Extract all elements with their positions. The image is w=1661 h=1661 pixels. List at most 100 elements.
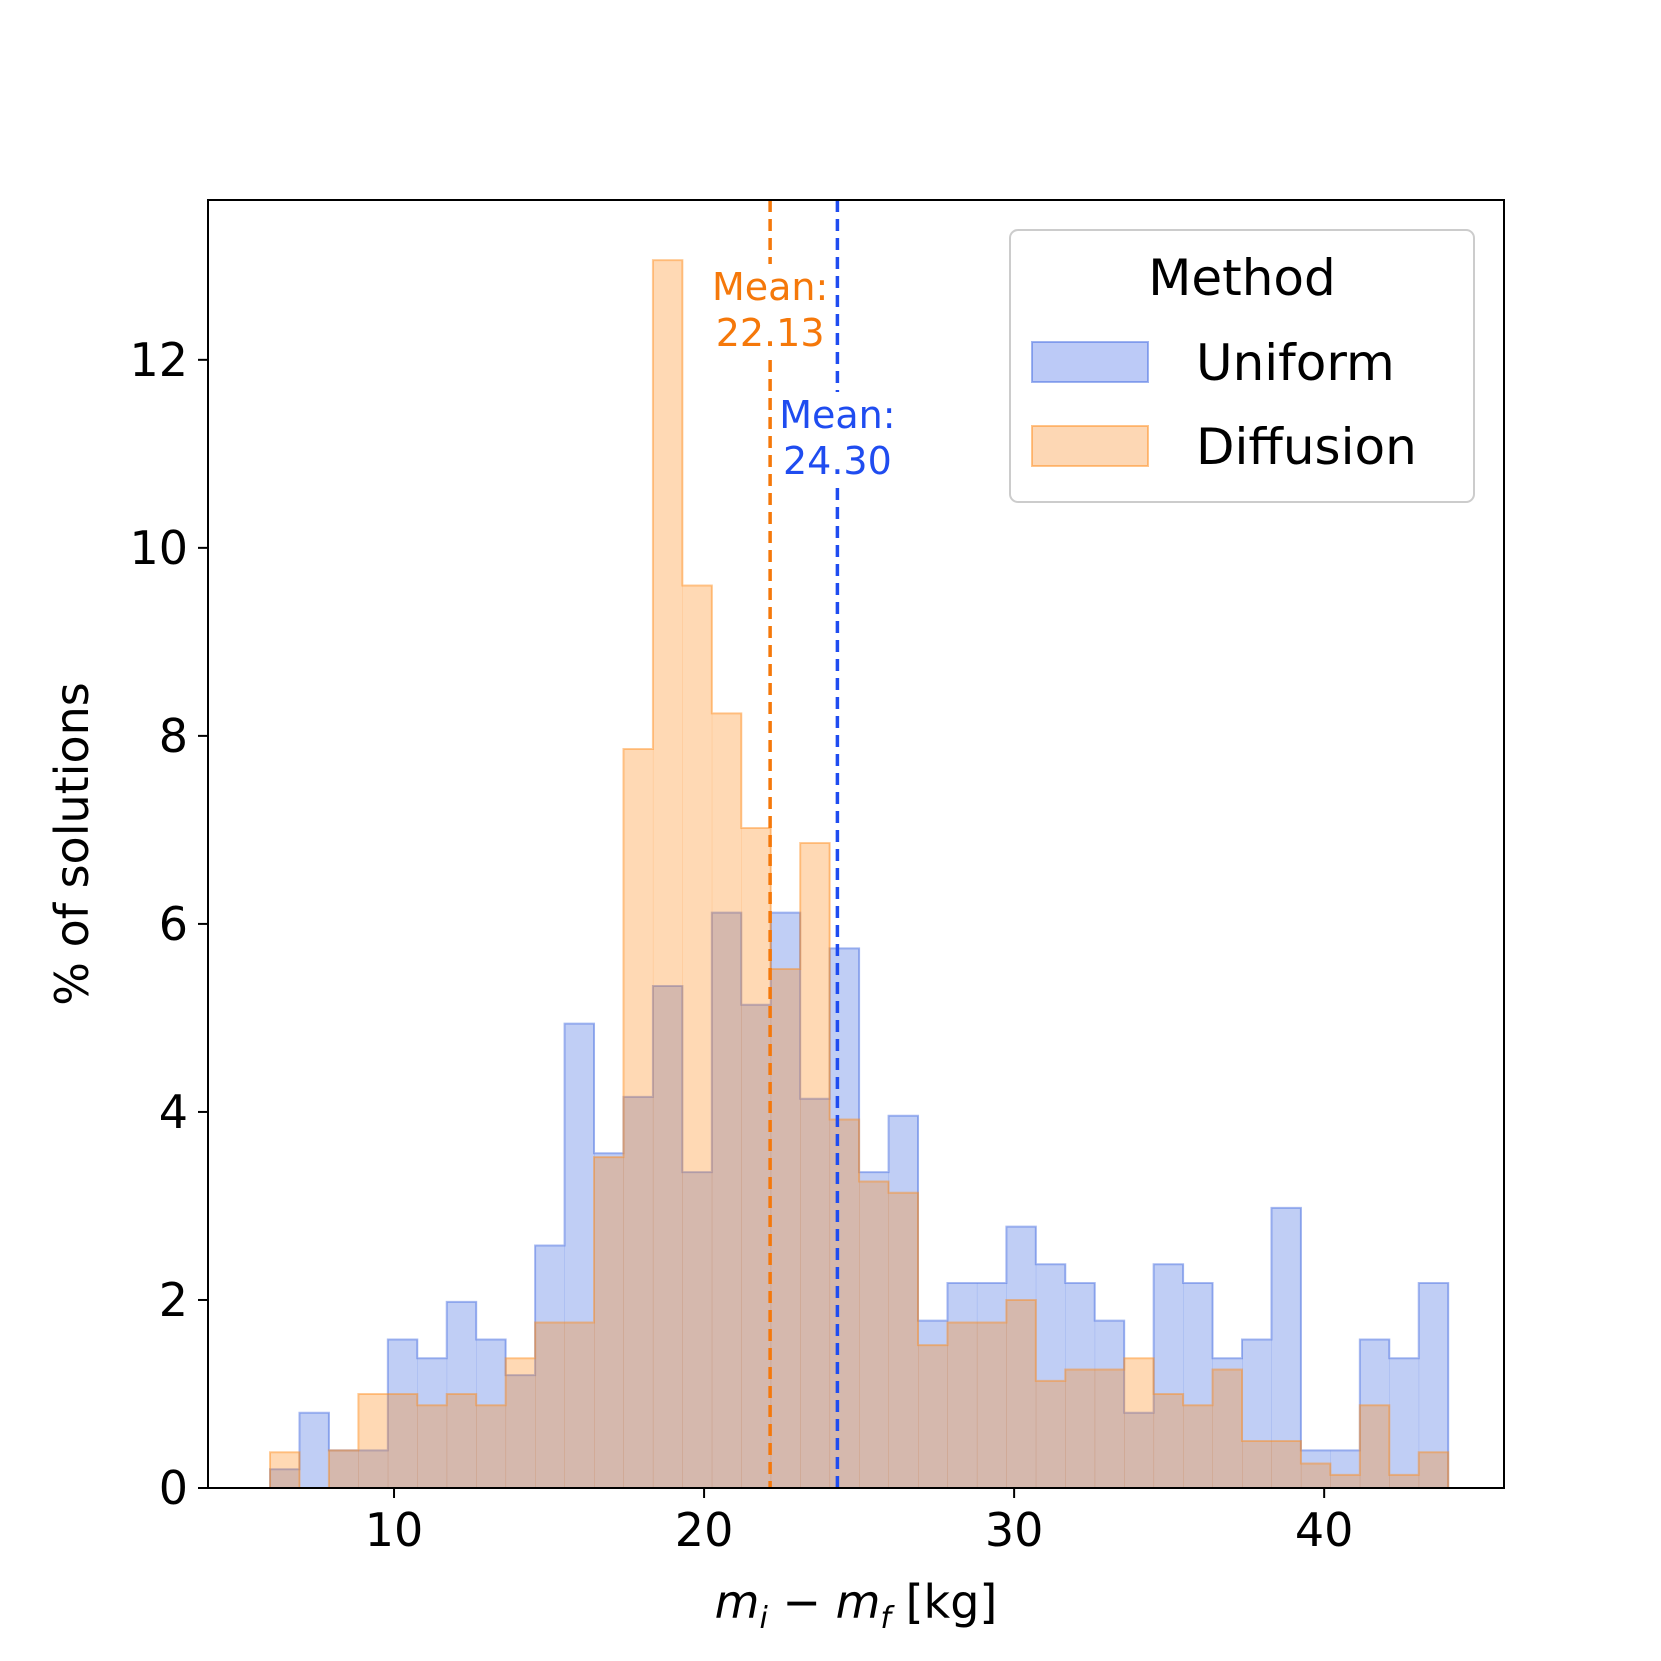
- diffusion-outline: [269, 259, 1450, 1489]
- diffusion-bar: [387, 1393, 418, 1488]
- x-axis-ticks: 10 20 30 40: [365, 1488, 1354, 1557]
- y-tick-label: 10: [129, 521, 188, 575]
- y-tick-label: 8: [159, 709, 188, 763]
- y-axis-label: % of solutions: [45, 682, 99, 1005]
- legend: Method Uniform Diffusion: [1009, 229, 1475, 503]
- diffusion-bar: [1153, 1393, 1184, 1488]
- diffusion-bar: [682, 585, 713, 1488]
- uniform-bar: [623, 1096, 654, 1488]
- mean-label-uniform: Mean:: [779, 393, 895, 437]
- uniform-bar: [328, 1450, 359, 1488]
- diffusion-bar: [1212, 1369, 1243, 1488]
- diffusion-bar: [505, 1358, 536, 1488]
- y-tick-label: 12: [129, 333, 188, 387]
- diffusion-bar: [918, 1345, 948, 1488]
- uniform-bar: [711, 912, 742, 1488]
- y-axis-ticks: 0 2 4 6 8 10 12: [129, 333, 208, 1515]
- uniform-bar: [741, 1004, 772, 1488]
- legend-swatch-diffusion: [1031, 425, 1149, 467]
- uniform-bar: [1094, 1320, 1125, 1488]
- diffusion-bar: [829, 1119, 860, 1488]
- uniform-bar: [1330, 1450, 1361, 1488]
- diffusion-bar: [328, 1450, 359, 1488]
- y-tick-label: 6: [159, 897, 188, 951]
- uniform-bar: [1300, 1450, 1331, 1488]
- series-diffusion: [269, 259, 1450, 1489]
- histogram-bars: [269, 259, 1450, 1489]
- uniform-bar: [505, 1375, 536, 1488]
- x-tick-label: 40: [1295, 1503, 1354, 1557]
- diffusion-bar: [270, 1452, 300, 1488]
- legend-label-diffusion: Diffusion: [1196, 418, 1417, 476]
- uniform-bar: [1418, 1283, 1449, 1488]
- uniform-bar: [1124, 1412, 1155, 1488]
- uniform-bar: [1242, 1339, 1272, 1488]
- diffusion-bar: [1094, 1369, 1125, 1488]
- diffusion-bar: [1389, 1474, 1420, 1488]
- uniform-bar: [594, 1153, 624, 1488]
- diffusion-bar: [1035, 1380, 1066, 1488]
- mean-value-uniform: 24.30: [783, 439, 892, 483]
- mean-value-diffusion: 22.13: [716, 311, 825, 355]
- diffusion-bar: [446, 1393, 477, 1488]
- diffusion-bar: [476, 1405, 507, 1488]
- diffusion-bar: [976, 1322, 1007, 1488]
- y-tick-label: 2: [159, 1273, 188, 1327]
- uniform-bar: [270, 1469, 300, 1488]
- uniform-bar: [682, 1172, 713, 1488]
- diffusion-bar: [1065, 1369, 1096, 1488]
- uniform-bar: [417, 1358, 448, 1488]
- uniform-bar: [535, 1245, 565, 1488]
- legend-label-uniform: Uniform: [1196, 334, 1395, 392]
- diffusion-bar: [1271, 1440, 1302, 1488]
- uniform-bar: [976, 1283, 1007, 1488]
- uniform-bar: [829, 948, 860, 1488]
- uniform-bar: [358, 1450, 389, 1488]
- diffusion-bar: [859, 1181, 889, 1488]
- diffusion-bar: [888, 1192, 919, 1488]
- diffusion-bar: [1006, 1299, 1037, 1488]
- uniform-bar: [1183, 1283, 1213, 1488]
- y-tick-label: 0: [159, 1461, 188, 1515]
- mean-line-uniform: Mean:24.30: [779, 200, 896, 1488]
- uniform-bar: [476, 1339, 507, 1488]
- uniform-bar: [1153, 1264, 1184, 1488]
- uniform-bar: [1065, 1283, 1096, 1488]
- uniform-bar: [888, 1115, 919, 1488]
- plot-frame: [207, 199, 1505, 1489]
- diffusion-bar: [1124, 1358, 1155, 1488]
- uniform-bar: [800, 1098, 831, 1488]
- uniform-bar: [1359, 1339, 1390, 1488]
- uniform-bar: [387, 1339, 418, 1488]
- uniform-outline: [269, 911, 1450, 1488]
- x-axis-label: mi − mf [kg]: [715, 1575, 998, 1636]
- diffusion-bar: [564, 1322, 595, 1488]
- diffusion-bar: [535, 1322, 565, 1488]
- uniform-bar: [770, 912, 801, 1488]
- uniform-bar: [564, 1023, 595, 1488]
- legend-title: Method: [1148, 249, 1336, 307]
- mean-label-diffusion: Mean:: [712, 265, 828, 309]
- diffusion-bar: [594, 1157, 624, 1488]
- diffusion-bar: [1359, 1405, 1390, 1488]
- y-tick-label: 4: [159, 1085, 188, 1139]
- uniform-bar: [1271, 1207, 1302, 1488]
- diffusion-bar: [711, 713, 742, 1488]
- x-tick-label: 20: [675, 1503, 734, 1557]
- diffusion-bar: [1242, 1440, 1272, 1488]
- uniform-bar: [947, 1283, 978, 1488]
- diffusion-bar: [1300, 1463, 1331, 1488]
- x-tick-label: 30: [985, 1503, 1044, 1557]
- uniform-bar: [1389, 1358, 1420, 1488]
- diffusion-bar: [1183, 1405, 1213, 1488]
- uniform-bar: [1006, 1226, 1037, 1488]
- diffusion-bar: [800, 843, 831, 1488]
- uniform-bar: [446, 1301, 477, 1488]
- series-uniform: [269, 911, 1450, 1488]
- uniform-bar: [1035, 1264, 1066, 1488]
- uniform-bar: [859, 1172, 889, 1488]
- diffusion-bar: [1330, 1474, 1361, 1488]
- diffusion-bar: [741, 828, 772, 1488]
